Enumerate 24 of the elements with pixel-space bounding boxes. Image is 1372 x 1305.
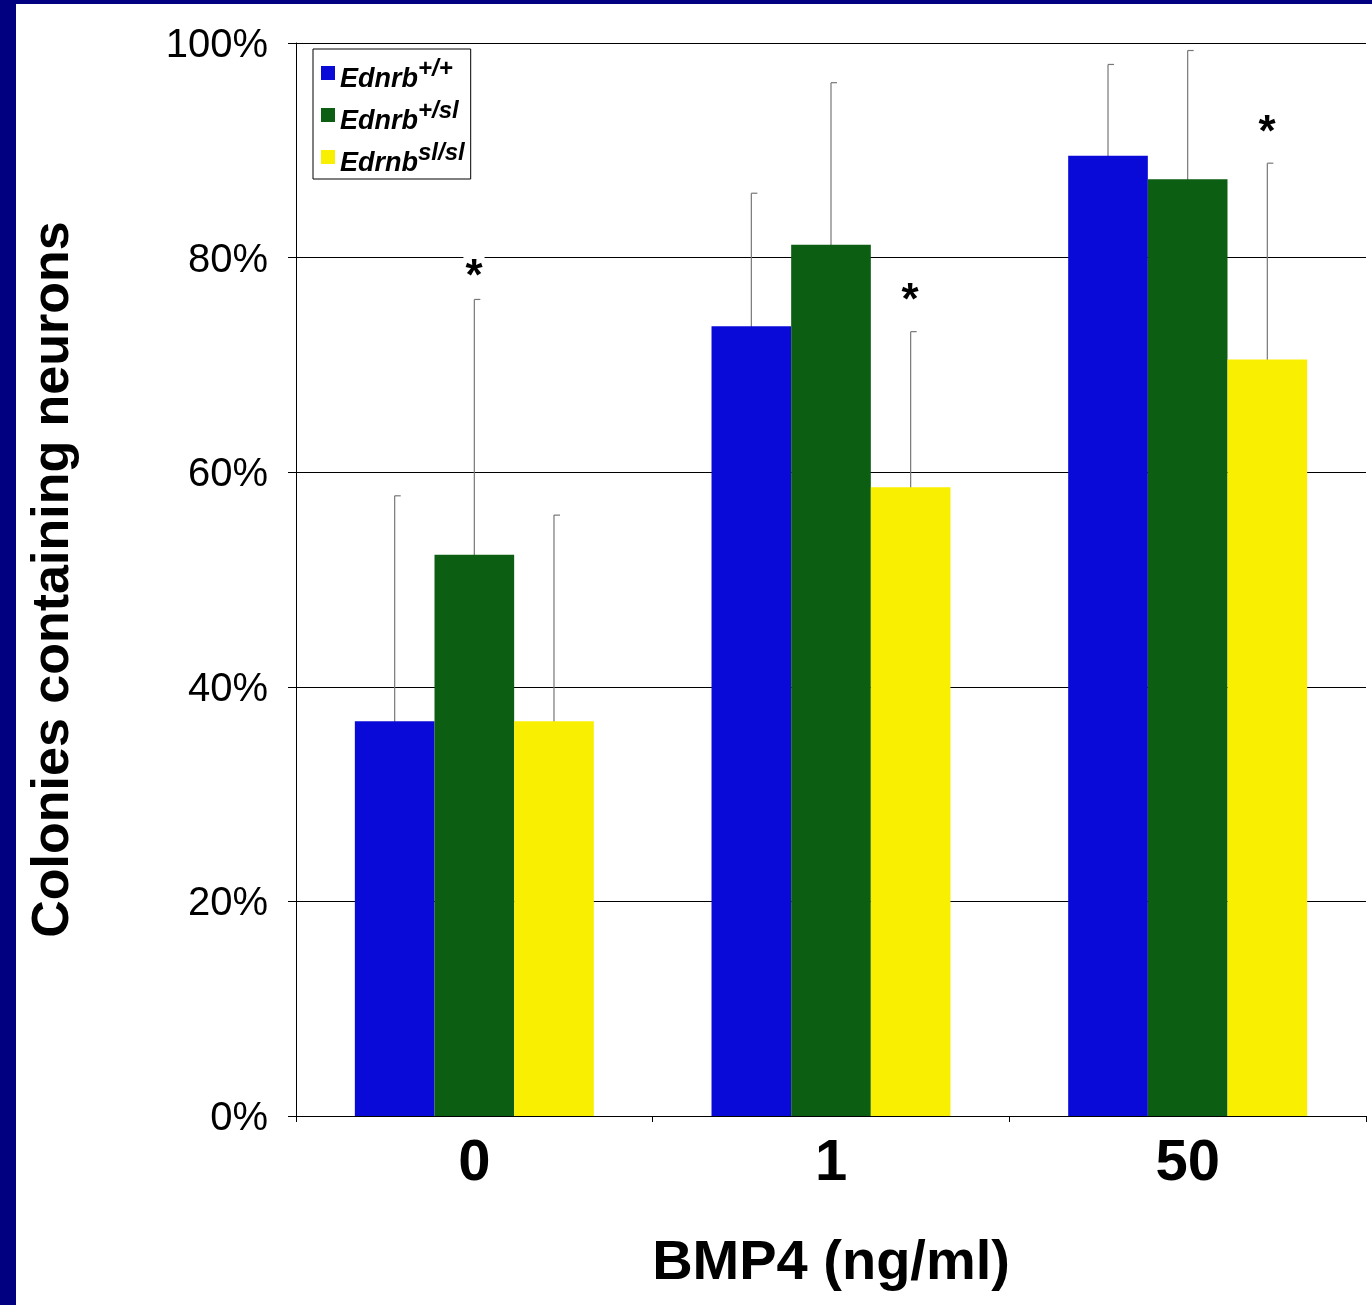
- x-axis-title: BMP4 (ng/ml): [652, 1227, 1010, 1291]
- bar: [354, 721, 435, 1116]
- y-tick-label: 20%: [187, 879, 268, 924]
- annotation: *: [901, 273, 920, 323]
- bar: [434, 554, 515, 1116]
- x-tick-label: 50: [1155, 1126, 1220, 1192]
- bar: [791, 244, 871, 1116]
- bar: [1227, 359, 1308, 1116]
- bar: [1068, 155, 1148, 1116]
- y-tick-label: 0%: [210, 1094, 268, 1138]
- annotation: *: [465, 249, 484, 299]
- x-tick-label: 0: [458, 1126, 491, 1192]
- y-tick-label: 80%: [187, 235, 268, 280]
- y-tick-label: 40%: [187, 664, 268, 709]
- y-tick-label: 60%: [187, 450, 268, 495]
- bar: [514, 721, 594, 1116]
- annotation: *: [1258, 105, 1277, 155]
- bar: [1147, 179, 1228, 1116]
- y-axis-title: Colonies containing neurons: [21, 221, 79, 938]
- bar: [711, 326, 792, 1116]
- x-tick-label: 1: [814, 1126, 848, 1192]
- legend-label: Ednrb+/+: [340, 53, 453, 93]
- y-tick-label: 100%: [165, 21, 268, 65]
- bar: [870, 487, 951, 1116]
